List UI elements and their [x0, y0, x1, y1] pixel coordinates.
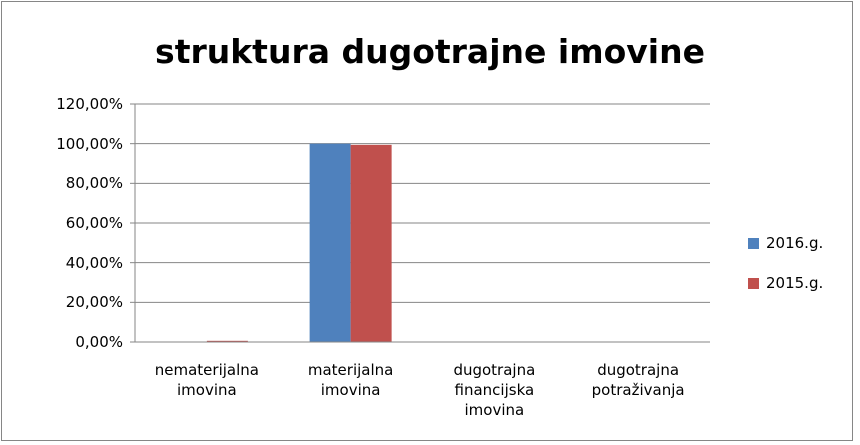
y-tick-label: 100,00%	[56, 134, 123, 153]
y-tick-label: 40,00%	[65, 253, 123, 272]
legend-swatch	[748, 238, 759, 249]
bar	[206, 340, 248, 342]
y-tick-label: 60,00%	[65, 214, 123, 232]
y-tick-label: 120,00%	[56, 95, 123, 113]
legend-swatch	[748, 278, 759, 289]
y-tick-label: 80,00%	[65, 174, 123, 193]
chart-title: struktura dugotrajne imovine	[155, 32, 705, 71]
bar	[309, 143, 351, 342]
legend-label: 2016.g.	[766, 234, 824, 252]
x-tick-label: dugotrajna potraživanja	[591, 361, 685, 399]
x-tick-label: nematerijalna imovina	[154, 361, 259, 399]
x-tick-label: dugotrajna financijska imovina	[453, 361, 536, 419]
legend-label: 2015.g.	[766, 274, 824, 292]
x-tick-label: materijalna imovina	[307, 361, 394, 399]
y-tick-label: 0,00%	[75, 333, 123, 351]
bar	[350, 144, 392, 342]
y-tick-label: 20,00%	[65, 293, 123, 312]
chart-frame	[1, 1, 853, 441]
